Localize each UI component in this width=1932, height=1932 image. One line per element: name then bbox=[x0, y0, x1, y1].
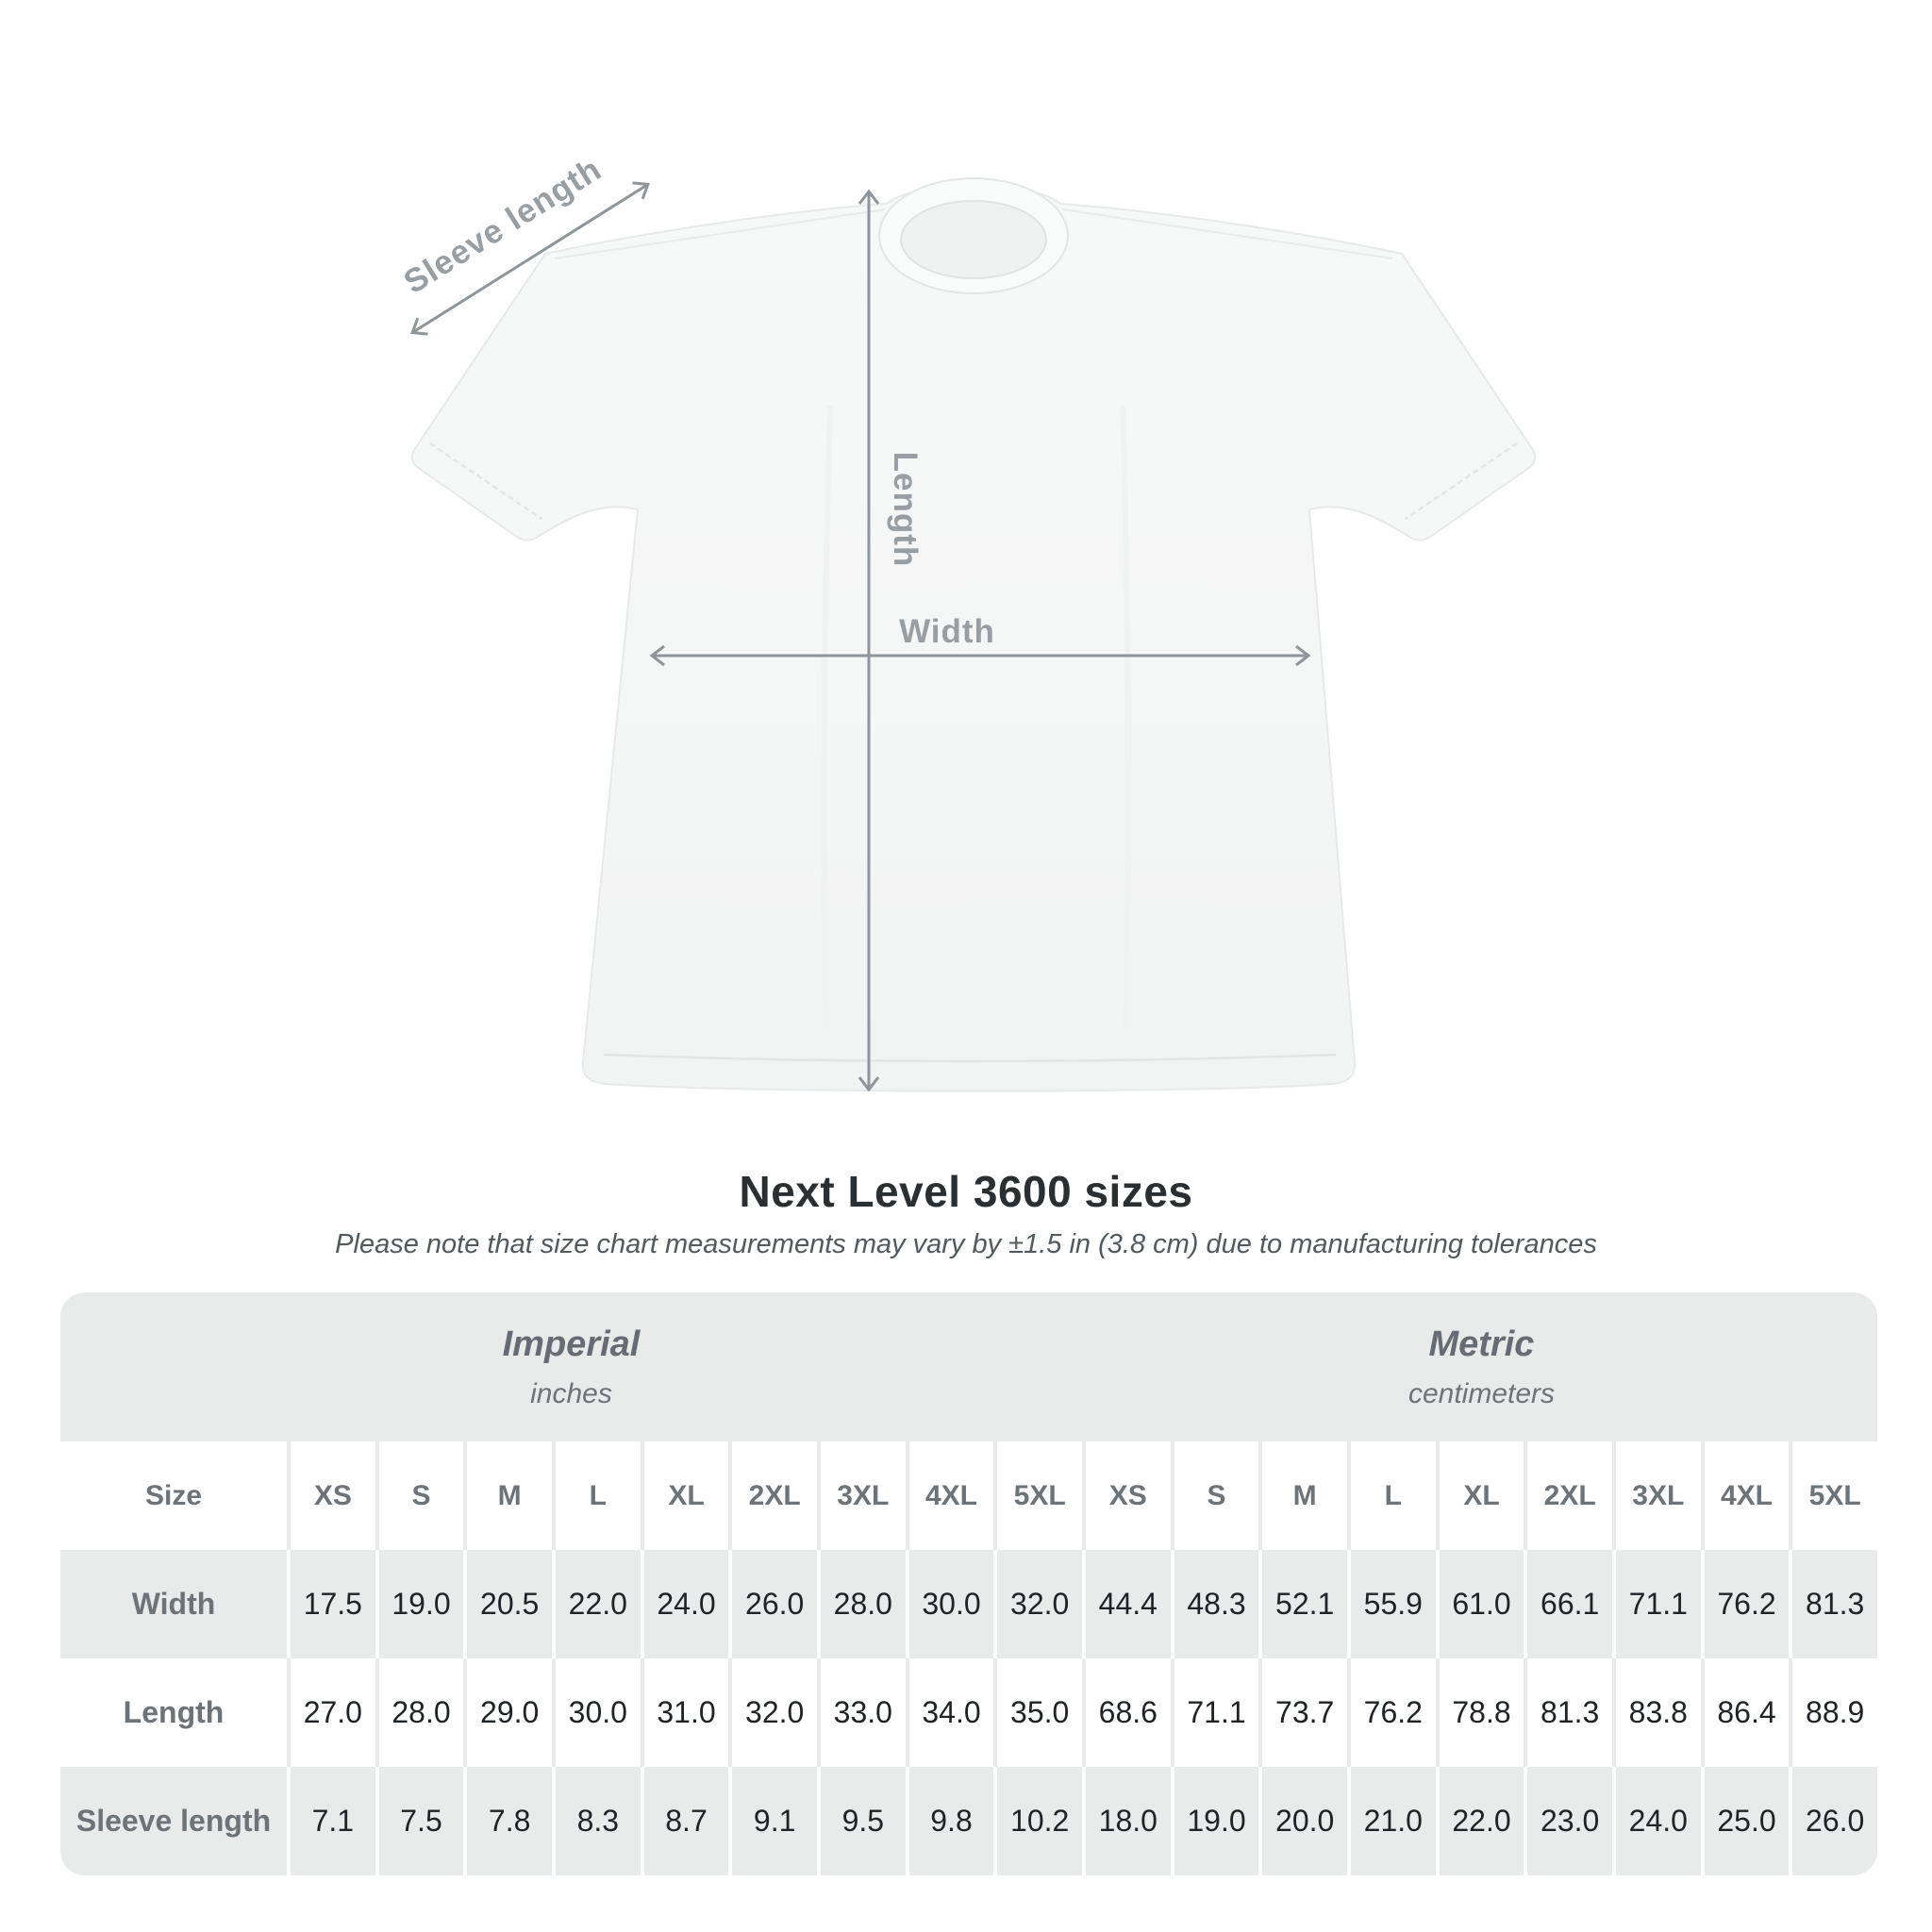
measurement-cell: 83.8 bbox=[1615, 1658, 1701, 1767]
measurement-cell: 34.0 bbox=[908, 1658, 994, 1767]
width-label: Width bbox=[899, 613, 995, 650]
size-header-cell: XL bbox=[643, 1441, 729, 1550]
measurement-cell: 8.3 bbox=[555, 1767, 641, 1875]
row-label: Length bbox=[60, 1658, 287, 1767]
measurement-cell: 20.0 bbox=[1262, 1767, 1347, 1875]
measurement-cell: 22.0 bbox=[555, 1550, 641, 1658]
measurement-cell: 30.0 bbox=[555, 1658, 641, 1767]
size-header-cell: L bbox=[555, 1441, 641, 1550]
page-subtitle: Please note that size chart measurements… bbox=[335, 1229, 1597, 1259]
size-header-cell: 5XL bbox=[1792, 1441, 1877, 1550]
metric-unit: centimeters bbox=[1407, 1377, 1556, 1409]
measurement-cell: 26.0 bbox=[1792, 1767, 1877, 1875]
tshirt-collar bbox=[878, 177, 1069, 294]
measurement-cell: 19.0 bbox=[1174, 1767, 1259, 1875]
size-header-cell: 4XL bbox=[1704, 1441, 1790, 1550]
measurement-cell: 27.0 bbox=[291, 1658, 375, 1767]
measurement-cell: 24.0 bbox=[643, 1550, 729, 1658]
measurement-cell: 9.5 bbox=[820, 1767, 906, 1875]
measurement-cell: 78.8 bbox=[1439, 1658, 1524, 1767]
measurement-cell: 44.4 bbox=[1085, 1550, 1171, 1658]
size-header-cell: S bbox=[1174, 1441, 1259, 1550]
measurement-cell: 21.0 bbox=[1350, 1767, 1436, 1875]
measurement-cell: 71.1 bbox=[1615, 1550, 1701, 1658]
imperial-unit: inches bbox=[530, 1377, 612, 1409]
size-header-cell: 4XL bbox=[908, 1441, 994, 1550]
measurement-cell: 71.1 bbox=[1174, 1658, 1259, 1767]
size-header-cell: XS bbox=[291, 1441, 375, 1550]
measurement-cell: 10.2 bbox=[997, 1767, 1082, 1875]
size-column-header: Size bbox=[60, 1441, 287, 1550]
measurement-cell: 7.1 bbox=[291, 1767, 375, 1875]
size-header-cell: XS bbox=[1085, 1441, 1171, 1550]
measurement-cell: 35.0 bbox=[997, 1658, 1082, 1767]
measurement-cell: 48.3 bbox=[1174, 1550, 1259, 1658]
size-header-cell: 3XL bbox=[1615, 1441, 1701, 1550]
measurement-cell: 68.6 bbox=[1085, 1658, 1171, 1767]
measurement-cell: 17.5 bbox=[291, 1550, 375, 1658]
measurement-cell: 66.1 bbox=[1527, 1550, 1612, 1658]
measurement-cell: 55.9 bbox=[1350, 1550, 1436, 1658]
tshirt-graphic bbox=[410, 177, 1537, 1092]
measurement-arrows bbox=[410, 181, 1311, 1092]
tshirt-diagram: Sleeve length Length Width bbox=[397, 150, 1537, 1092]
measurement-cell: 33.0 bbox=[820, 1658, 906, 1767]
measurement-cell: 73.7 bbox=[1262, 1658, 1347, 1767]
measurement-cell: 26.0 bbox=[732, 1550, 817, 1658]
measurement-cell: 9.8 bbox=[908, 1767, 994, 1875]
measurement-cell: 20.5 bbox=[467, 1550, 552, 1658]
measurement-cell: 9.1 bbox=[732, 1767, 817, 1875]
measurement-cell: 81.3 bbox=[1527, 1658, 1612, 1767]
size-header-cell: XL bbox=[1439, 1441, 1524, 1550]
measurement-cell: 32.0 bbox=[997, 1550, 1082, 1658]
size-header-cell: 5XL bbox=[997, 1441, 1082, 1550]
tshirt-seams bbox=[429, 208, 1518, 1063]
page-title: Next Level 3600 sizes bbox=[739, 1167, 1193, 1216]
imperial-title: Imperial bbox=[502, 1324, 641, 1364]
size-table: Imperial inches Metric centimeters Size X… bbox=[60, 1292, 1877, 1875]
measurement-cell: 76.2 bbox=[1704, 1550, 1790, 1658]
size-header-cell: M bbox=[467, 1441, 552, 1550]
length-label: Length bbox=[887, 452, 924, 568]
measurement-cell: 7.8 bbox=[467, 1767, 552, 1875]
measurement-cell: 31.0 bbox=[643, 1658, 729, 1767]
metric-title: Metric bbox=[1428, 1324, 1535, 1364]
measurement-cell: 18.0 bbox=[1085, 1767, 1171, 1875]
measurement-cell: 32.0 bbox=[732, 1658, 817, 1767]
measurement-cell: 25.0 bbox=[1704, 1767, 1790, 1875]
row-label: Width bbox=[60, 1550, 287, 1658]
measurement-cell: 61.0 bbox=[1439, 1550, 1524, 1658]
measurement-cell: 29.0 bbox=[467, 1658, 552, 1767]
measurement-cell: 28.0 bbox=[820, 1550, 906, 1658]
size-header-cell: 2XL bbox=[1527, 1441, 1612, 1550]
size-header-cell: 3XL bbox=[820, 1441, 906, 1550]
size-header-cell: L bbox=[1350, 1441, 1436, 1550]
size-header-cell: 2XL bbox=[732, 1441, 817, 1550]
measurement-cell: 19.0 bbox=[378, 1550, 464, 1658]
measurement-cell: 86.4 bbox=[1704, 1658, 1790, 1767]
measurement-cell: 30.0 bbox=[908, 1550, 994, 1658]
measurement-cell: 23.0 bbox=[1527, 1767, 1612, 1875]
metric-group-header: Metric centimeters bbox=[1086, 1292, 1877, 1441]
measurement-cell: 81.3 bbox=[1792, 1550, 1877, 1658]
measurement-cell: 52.1 bbox=[1262, 1550, 1347, 1658]
measurement-cell: 88.9 bbox=[1792, 1658, 1877, 1767]
measurement-cell: 24.0 bbox=[1615, 1767, 1701, 1875]
measurement-cell: 7.5 bbox=[378, 1767, 464, 1875]
measurement-cell: 22.0 bbox=[1439, 1767, 1524, 1875]
size-header-cell: S bbox=[378, 1441, 464, 1550]
measurement-cell: 28.0 bbox=[378, 1658, 464, 1767]
row-label: Sleeve length bbox=[60, 1767, 287, 1875]
measurement-cell: 76.2 bbox=[1350, 1658, 1436, 1767]
tshirt-body bbox=[410, 185, 1537, 1092]
measurement-cell: 8.7 bbox=[643, 1767, 729, 1875]
imperial-group-header: Imperial inches bbox=[60, 1292, 1082, 1441]
sleeve-length-arrow bbox=[410, 181, 650, 336]
size-header-cell: M bbox=[1262, 1441, 1347, 1550]
